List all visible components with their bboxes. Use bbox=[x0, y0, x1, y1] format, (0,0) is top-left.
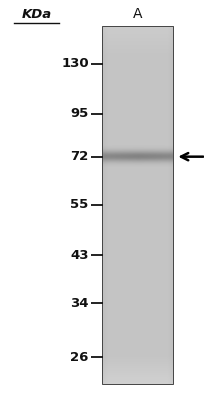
Text: 26: 26 bbox=[70, 351, 89, 364]
Text: 130: 130 bbox=[61, 57, 89, 70]
Text: 43: 43 bbox=[70, 249, 89, 262]
Text: A: A bbox=[133, 7, 142, 21]
Text: 55: 55 bbox=[71, 198, 89, 212]
Text: 34: 34 bbox=[70, 297, 89, 310]
Bar bbox=[102, 26, 173, 384]
Text: 95: 95 bbox=[71, 107, 89, 120]
Text: 72: 72 bbox=[71, 150, 89, 163]
Text: KDa: KDa bbox=[22, 8, 52, 20]
